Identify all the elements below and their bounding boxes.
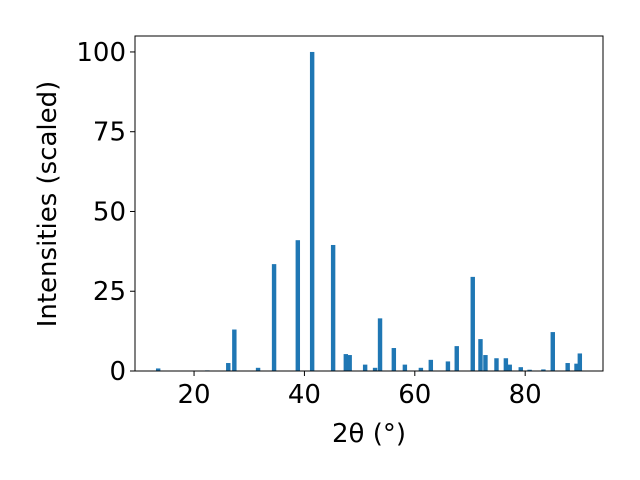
bar bbox=[343, 354, 349, 371]
bar bbox=[470, 276, 475, 371]
x-tick-label: 80 bbox=[509, 380, 542, 410]
bar bbox=[483, 355, 488, 371]
x-tick-label: 40 bbox=[288, 380, 321, 410]
bar bbox=[507, 364, 512, 371]
bar bbox=[503, 358, 509, 371]
bar bbox=[541, 369, 546, 371]
y-tick-label: 25 bbox=[93, 277, 126, 307]
bar bbox=[550, 332, 555, 371]
bar bbox=[518, 367, 523, 371]
bar bbox=[402, 364, 408, 371]
bar bbox=[377, 318, 383, 371]
bar bbox=[330, 244, 336, 371]
y-tick-label: 75 bbox=[93, 118, 126, 148]
bar bbox=[445, 361, 451, 371]
y-axis-label: Intensities (scaled) bbox=[33, 81, 63, 328]
bar bbox=[494, 358, 499, 371]
bar bbox=[155, 368, 161, 371]
x-tick-label: 60 bbox=[398, 380, 431, 410]
bar bbox=[255, 367, 261, 371]
bar bbox=[454, 346, 459, 371]
bar bbox=[309, 51, 315, 371]
bar bbox=[347, 355, 352, 371]
y-tick-label: 0 bbox=[109, 357, 126, 387]
plot-frame bbox=[134, 35, 604, 372]
bar bbox=[295, 240, 301, 371]
bar bbox=[574, 363, 579, 371]
bar bbox=[271, 264, 277, 371]
bar bbox=[391, 348, 397, 371]
bar bbox=[372, 367, 378, 371]
bar bbox=[362, 364, 368, 371]
bar bbox=[527, 369, 532, 371]
bar bbox=[418, 367, 424, 371]
bar bbox=[232, 329, 237, 371]
bar bbox=[577, 353, 583, 371]
bar bbox=[428, 359, 434, 371]
y-tick-label: 50 bbox=[93, 197, 126, 227]
bar bbox=[565, 363, 570, 371]
bar bbox=[226, 363, 231, 371]
y-tick-label: 100 bbox=[76, 38, 126, 68]
bar bbox=[478, 339, 483, 371]
x-axis-label: 2θ (°) bbox=[332, 419, 406, 449]
x-tick-label: 20 bbox=[178, 380, 211, 410]
